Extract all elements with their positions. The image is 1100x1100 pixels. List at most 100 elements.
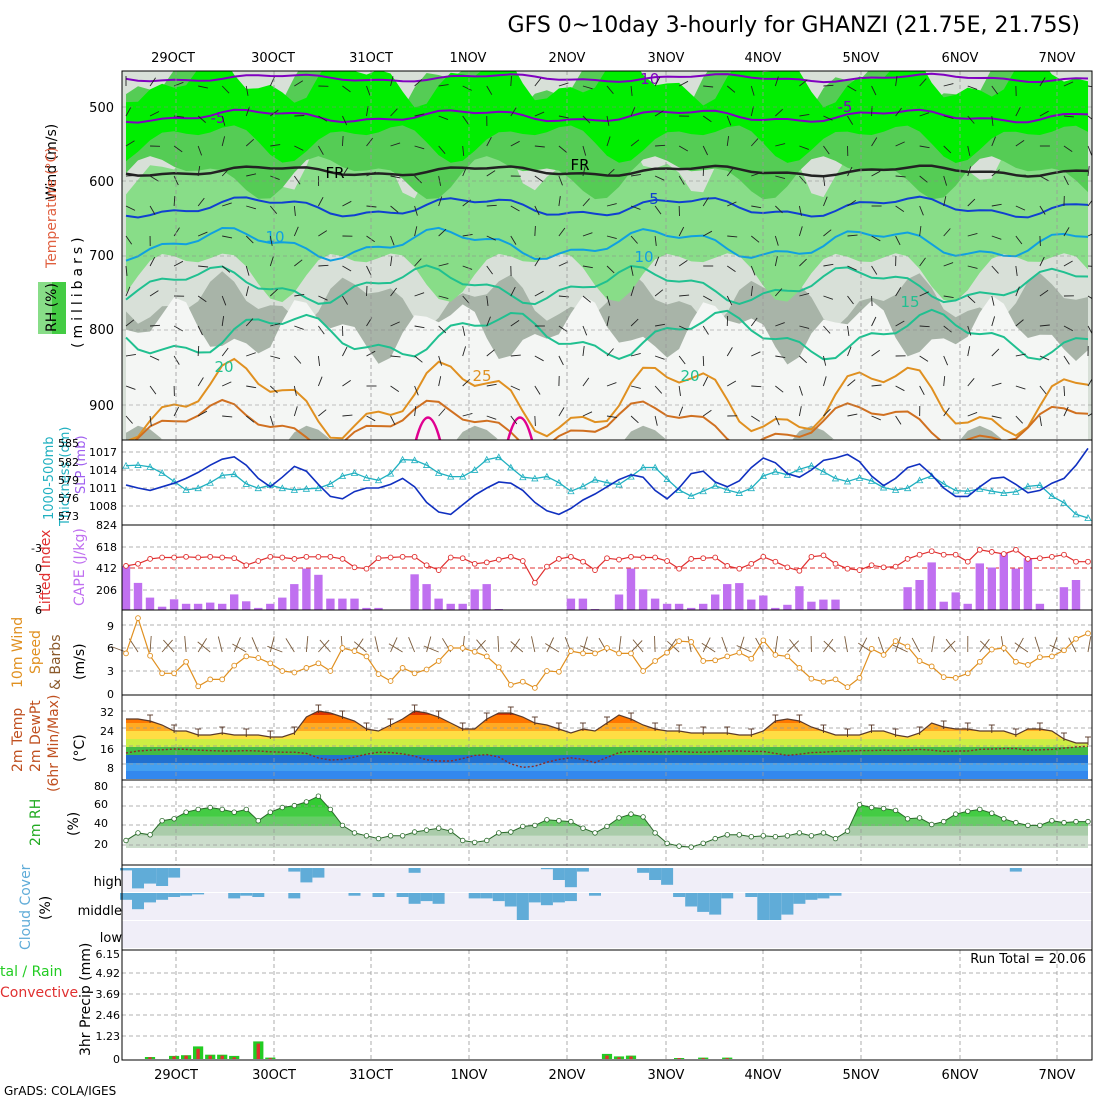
wind-barb: [943, 640, 956, 653]
li-marker: [820, 552, 827, 559]
wind-barb: [1063, 115, 1074, 118]
wind-barb: [1015, 205, 1026, 211]
li-marker: [255, 558, 262, 564]
wind-barb: [775, 355, 786, 359]
wind-barb: [294, 259, 303, 267]
slp-thickness-panel: [121, 439, 1093, 526]
wind-barb: [1087, 166, 1090, 177]
wind-barb: [654, 110, 664, 117]
wind-barb: [750, 106, 754, 117]
hot-contour: [506, 416, 534, 440]
wind-barb: [1039, 324, 1050, 327]
cloud-bar: [769, 893, 782, 920]
wind-tick: 0: [107, 688, 114, 701]
cape-bar: [181, 603, 191, 610]
wind-barb: [678, 80, 689, 87]
wind-barb: [438, 295, 449, 300]
wind-barb: [1087, 295, 1092, 300]
cape-bar: [446, 603, 455, 610]
wind-barb: [967, 346, 971, 357]
wind-speed-marker: [507, 681, 514, 688]
rh-marker: [436, 825, 442, 831]
wind-barb: [991, 415, 1002, 419]
wind-barb: [438, 408, 446, 417]
wind-speed-marker: [724, 653, 731, 660]
wind-barb: [702, 115, 712, 123]
cloud-bar: [180, 893, 193, 896]
wind-barb: [125, 140, 135, 147]
wind-barb: [510, 385, 521, 391]
wind-speed-marker: [664, 649, 670, 656]
slp-left-tick: 579: [58, 474, 79, 487]
wind-speed-marker: [940, 674, 947, 680]
contour-label: 10: [634, 248, 653, 266]
wind-barb: [871, 384, 882, 387]
cape-bar: [314, 574, 323, 610]
wind-barb: [197, 325, 203, 336]
precip-labels: tal / Rain Convective 3hr Precip (mm) 6.…: [0, 943, 1086, 1066]
wind-barb: [1015, 106, 1021, 117]
wind-barb: [606, 295, 611, 306]
wind-speed-marker: [495, 664, 502, 671]
li-marker: [243, 562, 250, 569]
wind-barb: [390, 205, 399, 213]
li-marker: [736, 565, 743, 572]
wind-barb: [438, 84, 449, 87]
li-marker: [1025, 556, 1031, 562]
cape-bar: [831, 599, 840, 610]
wind-barb: [654, 205, 662, 215]
thickness-marker: [1036, 481, 1044, 489]
cape-bar: [1011, 568, 1020, 610]
wind-barb: [943, 407, 950, 417]
thickness-marker: [543, 472, 551, 480]
wind-barb: [967, 295, 976, 304]
thickness-marker: [964, 487, 972, 495]
wind-barb: [534, 145, 545, 148]
temp-tick: 8: [107, 762, 114, 775]
ylabel-rh: RH (%): [44, 283, 60, 332]
wind-barb: [558, 355, 564, 366]
cloud-bar: [132, 893, 144, 910]
wind-barb: [558, 227, 566, 237]
li-marker: [664, 558, 670, 564]
wind-barb: [943, 145, 952, 154]
li-marker: [1037, 555, 1043, 562]
wind-barb: [414, 406, 417, 417]
wind-barb: [847, 115, 854, 125]
wind-barb: [751, 172, 761, 177]
wind-barb: [173, 195, 176, 207]
wind-barb: [149, 290, 159, 297]
cloud-bar: [480, 893, 493, 899]
wind-barb: [630, 205, 641, 210]
rh-marker: [916, 815, 923, 821]
thickness-marker: [915, 476, 924, 484]
wind-speed-marker: [736, 649, 743, 656]
label-thickness-top: 1000-500mb: [42, 436, 57, 520]
wind-barb: [197, 410, 208, 417]
cape-bar: [963, 603, 972, 610]
wind-barb: [582, 295, 591, 303]
wind-barb: [462, 295, 470, 304]
cloud-bar: [564, 893, 577, 902]
li-marker: [375, 555, 382, 562]
wind-barb: [943, 295, 954, 299]
wind-barb: [414, 175, 423, 184]
thickness-marker: [374, 476, 383, 484]
wind-barb: [149, 385, 157, 395]
cape-bar: [1071, 580, 1081, 610]
cape-bar: [771, 607, 780, 610]
wind-speed-marker: [471, 648, 478, 655]
wind-barb: [125, 205, 136, 211]
wind-barb: [606, 168, 615, 177]
wind-barb: [294, 115, 305, 117]
rh-marker: [279, 804, 285, 811]
rh-marker: [724, 832, 730, 838]
cape-bar: [169, 599, 179, 610]
wind-barb: [245, 106, 250, 117]
slp-line: [125, 447, 1089, 516]
cape-bar: [903, 587, 912, 610]
rh-marker: [929, 821, 935, 828]
wind-barb: [1015, 235, 1023, 245]
wind-barb: [293, 205, 296, 216]
wind-barb: [173, 175, 179, 186]
